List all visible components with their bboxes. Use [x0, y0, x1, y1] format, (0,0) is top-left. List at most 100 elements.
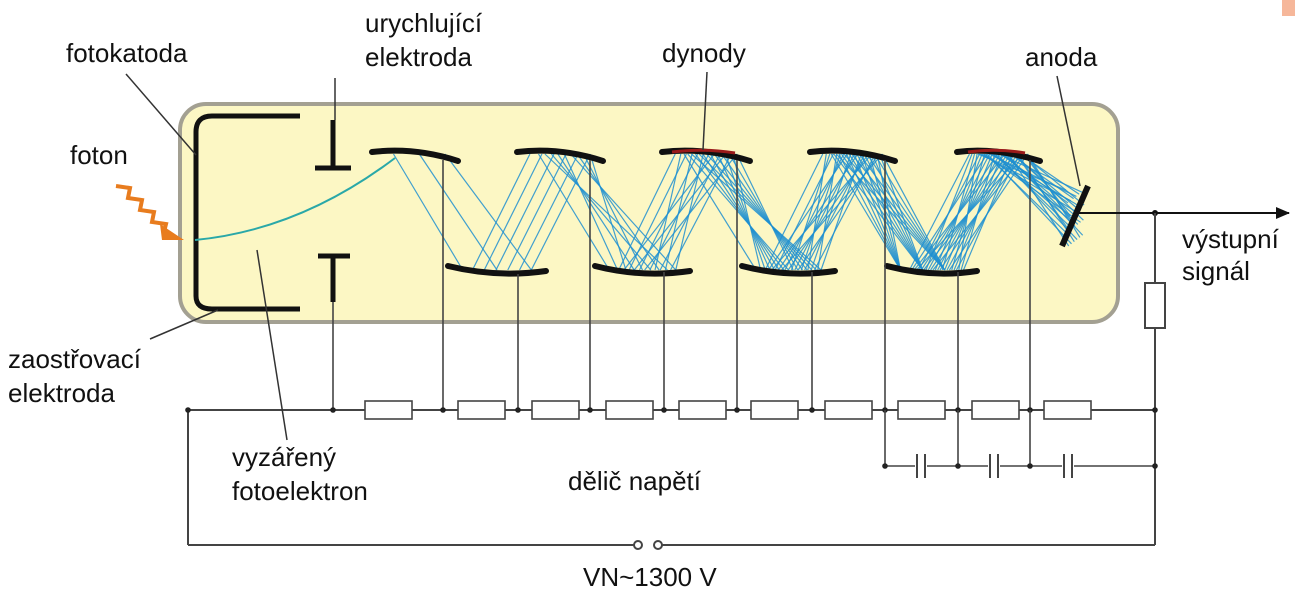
junction-dot [661, 407, 667, 413]
electron-path [495, 153, 555, 271]
divider-resistors [364, 400, 1092, 420]
junction-dot [1027, 463, 1033, 469]
junction-dot [1152, 407, 1158, 413]
label-focusing-electrode-1: zaostřovací [8, 344, 142, 374]
electron-path [664, 153, 693, 271]
junction-dot [955, 463, 961, 469]
electron-path [550, 153, 652, 271]
anode [1059, 184, 1091, 248]
electron-path [958, 153, 978, 271]
junction-dot [587, 407, 593, 413]
resistor [364, 400, 413, 420]
dynode [369, 147, 461, 164]
electron-path [853, 153, 902, 271]
load-resistor [1144, 282, 1166, 329]
resistor [678, 400, 727, 420]
resistor [824, 400, 873, 420]
electron-path [736, 153, 794, 271]
dynode [592, 263, 693, 277]
label-voltage-divider: dělič napětí [568, 466, 702, 496]
dynode-highlight [967, 148, 1026, 155]
resistor [897, 400, 946, 420]
electron-path [544, 153, 668, 271]
electron-path [838, 153, 902, 271]
junction-dot [882, 463, 888, 469]
leader-lines [125, 71, 1081, 441]
electron-path [728, 153, 799, 271]
electron-path [709, 153, 776, 271]
junction-dot [440, 407, 446, 413]
electron-path [1017, 153, 1075, 243]
dynode [807, 147, 898, 164]
electron-path [861, 153, 902, 271]
junction-dot [330, 407, 336, 413]
photoelectron-path [194, 157, 396, 241]
label-output-signal-2: signál [1182, 256, 1250, 286]
dynode-taps [185, 160, 1158, 413]
dynode [445, 263, 549, 277]
electron-path [507, 153, 567, 271]
resistor [750, 400, 799, 420]
label-emitted-photoelectron-2: fotoelektron [232, 476, 368, 506]
electron-path [702, 153, 780, 271]
supply-terminal [653, 540, 663, 550]
electron-path [813, 153, 876, 271]
label-supply-voltage: VN~1300 V [583, 562, 717, 592]
electron-path [583, 153, 644, 271]
electron-path [392, 153, 464, 271]
resistor [457, 400, 506, 420]
electron-path [654, 153, 682, 271]
electron-path [563, 153, 619, 271]
label-accelerating-electrode-1: urychlující [365, 8, 483, 38]
electron-path [557, 153, 635, 271]
electron-path [717, 153, 771, 271]
electron-path [724, 153, 766, 271]
electron-path [576, 153, 660, 271]
electron-path [925, 153, 973, 271]
electron-path [618, 153, 676, 271]
dynode-highlight [671, 148, 736, 155]
electron-path [683, 153, 757, 271]
label-dynodes: dynody [662, 38, 746, 68]
electron-path [471, 153, 531, 271]
label-photon: foton [70, 140, 128, 170]
electron-path [846, 153, 902, 271]
junction-dot [1152, 463, 1158, 469]
supply-terminal [633, 540, 643, 550]
electron-path [483, 153, 543, 271]
electron-path [941, 153, 976, 271]
electron-path [764, 153, 824, 271]
electron-path [418, 153, 498, 271]
label-accelerating-electrode-2: elektroda [365, 42, 472, 72]
dynode [514, 147, 606, 164]
label-photocathode: fotokatoda [66, 38, 188, 68]
electron-path [876, 153, 902, 271]
electron-path [570, 153, 677, 271]
electron-path [1007, 153, 1070, 247]
corner-accent [1282, 0, 1295, 16]
resistor [605, 400, 654, 420]
resistor [1043, 400, 1092, 420]
dynode [884, 263, 980, 277]
dynode [739, 263, 838, 277]
electron-path [830, 153, 902, 271]
resistor [971, 400, 1020, 420]
electron-path [687, 153, 789, 271]
electron-path [698, 153, 817, 271]
electron-path [817, 153, 838, 271]
photocathode [193, 113, 300, 312]
electron-path [962, 153, 1013, 271]
accelerating-electrode [315, 120, 351, 302]
electron-path [691, 153, 822, 271]
electron-path [810, 153, 852, 271]
dynodes [369, 147, 1043, 277]
electron-path [675, 153, 704, 271]
label-anode: anoda [1025, 42, 1098, 72]
junction-dot [734, 407, 740, 413]
capacitors [882, 410, 1158, 478]
label-emitted-photoelectron-1: vyzářený [232, 442, 336, 472]
junction-dot [185, 407, 191, 413]
junction-dot [809, 407, 815, 413]
electron-path [879, 153, 924, 271]
